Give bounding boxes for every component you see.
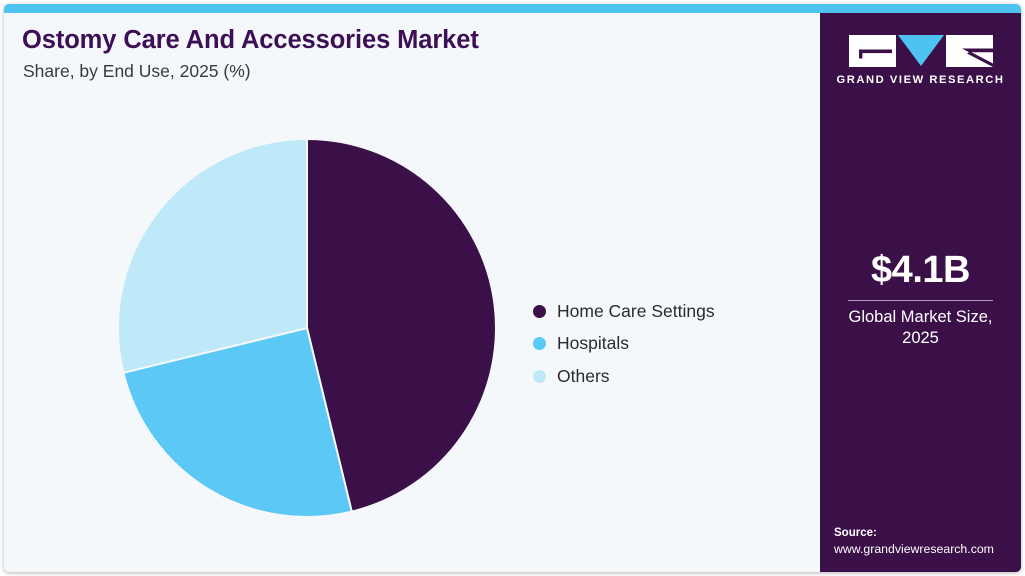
market-size-value: $4.1B: [871, 249, 970, 291]
logo-triangle-v-icon: [897, 35, 944, 66]
market-size-caption: Global Market Size, 2025: [848, 308, 993, 348]
source-block: Source: www.grandviewresearch.com: [834, 525, 1013, 558]
logo-letter-r-icon: [945, 35, 993, 67]
pie-slice-group: [117, 139, 497, 518]
pie-slice[interactable]: [117, 139, 308, 374]
top-accent-bar: [4, 4, 1021, 13]
legend: Home Care Settings Hospitals Others: [533, 295, 803, 393]
legend-item-home-care-settings[interactable]: Home Care Settings: [533, 295, 803, 328]
side-panel: GRAND VIEW RESEARCH $4.1B Global Market …: [820, 13, 1021, 572]
source-url[interactable]: www.grandviewresearch.com: [834, 542, 994, 557]
legend-swatch-others: [533, 369, 546, 383]
legend-item-others[interactable]: Others: [533, 360, 803, 393]
brand-logo: GRAND VIEW RESEARCH: [820, 35, 1021, 86]
legend-label-hospitals: Hospitals: [557, 333, 629, 353]
logo-marks: [848, 35, 993, 67]
pie-chart-svg: [117, 139, 497, 518]
pie-slice[interactable]: [122, 326, 353, 518]
legend-label-others: Others: [557, 365, 610, 386]
legend-label-home-care-settings: Home Care Settings: [557, 300, 715, 321]
logo-wordmark: GRAND VIEW RESEARCH: [836, 74, 1005, 86]
legend-swatch-hospitals: [533, 337, 546, 351]
legend-item-hospitals[interactable]: Hospitals: [533, 328, 803, 361]
page-subtitle: Share, by End Use, 2025 (%): [23, 61, 251, 81]
card-frame: Ostomy Care And Accessories Market Share…: [4, 4, 1021, 572]
pie-slice[interactable]: [306, 139, 497, 513]
panel-divider: [848, 300, 993, 301]
page-title: Ostomy Care And Accessories Market: [22, 26, 479, 54]
legend-swatch-home-care-settings: [533, 304, 546, 318]
pie-chart: [113, 139, 503, 529]
source-label: Source:: [834, 526, 877, 539]
chart-area: Ostomy Care And Accessories Market Share…: [4, 13, 820, 572]
logo-letter-g-icon: [848, 35, 896, 67]
